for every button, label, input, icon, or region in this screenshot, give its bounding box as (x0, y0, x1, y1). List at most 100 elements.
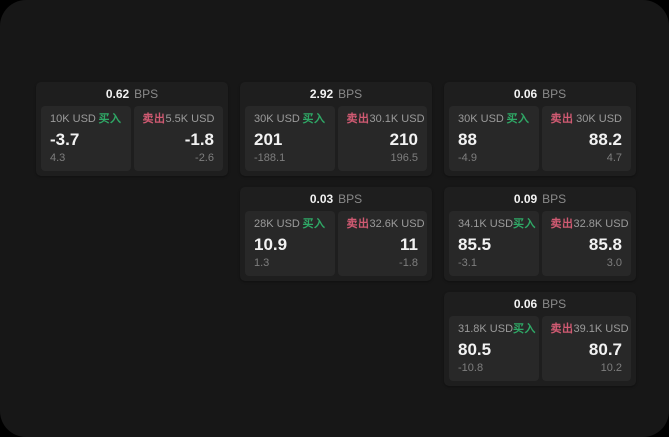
buy-side-badge: 买入 (98, 113, 122, 125)
bps-unit: BPS (542, 87, 567, 101)
buy-size-label: 31.8K USD (458, 323, 514, 335)
sell-panel-header: 卖出 39.1K USD (550, 323, 629, 335)
sell-size-label: 30.1K USD (369, 113, 425, 125)
sell-sub-value: 3.0 (606, 257, 622, 269)
sell-size-label: 32.6K USD (369, 218, 425, 230)
sell-quote-panel[interactable]: 卖出 5.5K USD -1.8 -2.6 (133, 106, 223, 171)
buy-sub-value: -4.9 (458, 152, 477, 164)
sell-quote-panel[interactable]: 卖出 30.1K USD 210 196.5 (337, 106, 427, 171)
bps-unit: BPS (338, 192, 363, 206)
buy-side-badge: 买入 (513, 218, 537, 230)
sell-sub-value: 10.2 (600, 362, 622, 374)
sell-price: -1.8 (184, 129, 214, 149)
buy-quote-panel[interactable]: 31.8K USD 买入 80.5 -10.8 (449, 316, 539, 381)
sell-price: 210 (389, 129, 418, 149)
buy-quote-panel[interactable]: 28K USD 买入 10.9 1.3 (245, 211, 335, 276)
bps-value: 0.09 (513, 192, 538, 206)
buy-size-label: 28K USD (254, 218, 300, 230)
card-header: 0.09 BPS (444, 187, 636, 211)
buy-quote-panel[interactable]: 30K USD 买入 88 -4.9 (449, 106, 539, 171)
sell-quote-panel[interactable]: 卖出 32.8K USD 85.8 3.0 (541, 211, 631, 276)
sell-sub-value: -1.8 (399, 257, 418, 269)
buy-panel-header: 34.1K USD 买入 (458, 219, 536, 230)
buy-side-badge: 买入 (302, 113, 326, 125)
sell-size-label: 30K USD (576, 113, 622, 125)
sell-sub-value: 4.7 (606, 152, 622, 164)
sell-sub-value: -2.6 (195, 152, 214, 164)
sell-side-badge: 卖出 (346, 218, 370, 230)
quote-card: 0.03 BPS 28K USD 买入 10.9 1.3 卖出 32.6K US… (240, 187, 432, 281)
sell-size-label: 5.5K USD (165, 113, 215, 125)
buy-side-badge: 买入 (513, 323, 537, 335)
buy-sub-value: -3.1 (458, 257, 477, 269)
sell-price: 80.7 (588, 339, 622, 359)
sell-price: 88.2 (588, 129, 622, 149)
card-body: 10K USD 买入 -3.7 4.3 卖出 5.5K USD -1.8 -2.… (36, 106, 228, 176)
buy-panel-header: 30K USD 买入 (458, 114, 530, 125)
card-header: 0.62 BPS (36, 82, 228, 106)
buy-panel-header: 28K USD 买入 (254, 219, 326, 230)
buy-price: 10.9 (254, 234, 288, 254)
sell-size-label: 32.8K USD (573, 218, 629, 230)
card-body: 28K USD 买入 10.9 1.3 卖出 32.6K USD 11 -1.8 (240, 211, 432, 281)
card-header: 0.06 BPS (444, 292, 636, 316)
sell-side-badge: 卖出 (142, 113, 166, 125)
sell-side-badge: 卖出 (346, 113, 370, 125)
sell-panel-header: 卖出 32.6K USD (346, 218, 425, 230)
quote-card: 2.92 BPS 30K USD 买入 201 -188.1 卖出 30.1K … (240, 82, 432, 176)
buy-panel-header: 10K USD 买入 (50, 114, 122, 125)
buy-price: 88 (458, 129, 477, 149)
sell-quote-panel[interactable]: 卖出 39.1K USD 80.7 10.2 (541, 316, 631, 381)
bps-value: 2.92 (309, 87, 334, 101)
sell-side-badge: 卖出 (550, 323, 574, 335)
buy-size-label: 30K USD (458, 113, 504, 125)
sell-quote-panel[interactable]: 卖出 30K USD 88.2 4.7 (541, 106, 631, 171)
card-body: 34.1K USD 买入 85.5 -3.1 卖出 32.8K USD 85.8… (444, 211, 636, 281)
quote-card: 0.09 BPS 34.1K USD 买入 85.5 -3.1 卖出 32.8K… (444, 187, 636, 281)
buy-sub-value: 4.3 (50, 152, 66, 164)
buy-quote-panel[interactable]: 10K USD 买入 -3.7 4.3 (41, 106, 131, 171)
sell-price: 11 (400, 234, 418, 254)
buy-size-label: 30K USD (254, 113, 300, 125)
buy-quote-panel[interactable]: 34.1K USD 买入 85.5 -3.1 (449, 211, 539, 276)
buy-quote-panel[interactable]: 30K USD 买入 201 -188.1 (245, 106, 335, 171)
sell-panel-header: 卖出 30K USD (551, 114, 623, 125)
buy-sub-value: 1.3 (254, 257, 270, 269)
sell-panel-header: 卖出 30.1K USD (346, 113, 425, 125)
buy-panel-header: 30K USD 买入 (254, 114, 326, 125)
card-header: 0.03 BPS (240, 187, 432, 211)
sell-side-badge: 卖出 (550, 113, 574, 125)
card-body: 31.8K USD 买入 80.5 -10.8 卖出 39.1K USD 80.… (444, 316, 636, 386)
bps-value: 0.62 (105, 87, 130, 101)
buy-size-label: 10K USD (50, 113, 96, 125)
bps-value: 0.06 (513, 297, 538, 311)
buy-side-badge: 买入 (506, 113, 530, 125)
sell-sub-value: 196.5 (390, 152, 418, 164)
buy-price: 201 (254, 129, 283, 149)
sell-price: 85.8 (588, 234, 622, 254)
quote-card: 0.06 BPS 30K USD 买入 88 -4.9 卖出 30K USD (444, 82, 636, 176)
bps-value: 0.03 (309, 192, 334, 206)
quote-card: 0.62 BPS 10K USD 买入 -3.7 4.3 卖出 5.5K USD (36, 82, 228, 176)
bps-unit: BPS (338, 87, 363, 101)
sell-side-badge: 卖出 (550, 218, 574, 230)
buy-price: 80.5 (458, 339, 492, 359)
quote-card: 0.06 BPS 31.8K USD 买入 80.5 -10.8 卖出 39.1… (444, 292, 636, 386)
card-header: 0.06 BPS (444, 82, 636, 106)
bps-unit: BPS (542, 297, 567, 311)
quote-grid: 0.62 BPS 10K USD 买入 -3.7 4.3 卖出 5.5K USD (36, 82, 636, 386)
bps-unit: BPS (134, 87, 159, 101)
card-header: 2.92 BPS (240, 82, 432, 106)
buy-price: 85.5 (458, 234, 492, 254)
sell-quote-panel[interactable]: 卖出 32.6K USD 11 -1.8 (337, 211, 427, 276)
buy-panel-header: 31.8K USD 买入 (458, 323, 536, 335)
card-body: 30K USD 买入 88 -4.9 卖出 30K USD 88.2 4.7 (444, 106, 636, 176)
bps-value: 0.06 (513, 87, 538, 101)
sell-panel-header: 卖出 32.8K USD (550, 218, 629, 230)
buy-price: -3.7 (50, 129, 80, 149)
sell-size-label: 39.1K USD (573, 323, 629, 335)
buy-sub-value: -188.1 (254, 152, 286, 164)
bps-unit: BPS (542, 192, 567, 206)
sell-panel-header: 卖出 5.5K USD (143, 114, 215, 125)
